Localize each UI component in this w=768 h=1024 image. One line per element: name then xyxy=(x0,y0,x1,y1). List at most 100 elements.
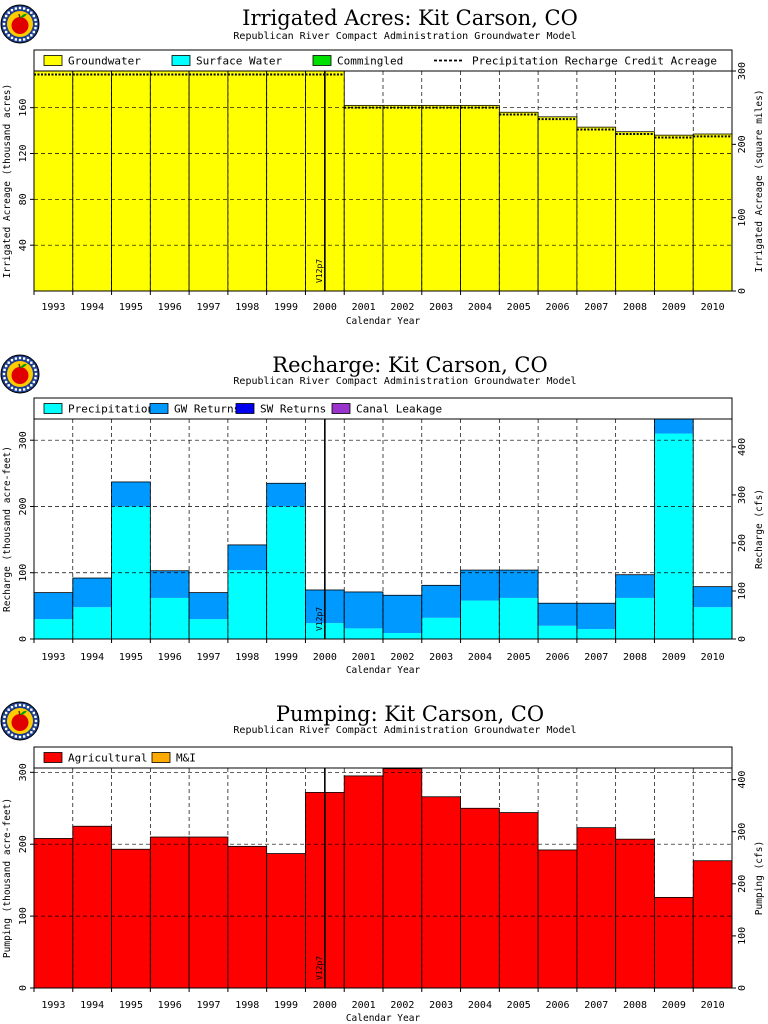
bar-1993-1 xyxy=(34,619,73,639)
logo-leaf xyxy=(20,13,27,18)
ytick-label: 120 xyxy=(18,144,29,162)
legend-label-2: Surface Water xyxy=(196,55,282,68)
xtick-label-2006: 2006 xyxy=(545,302,569,313)
logo-ring-dot xyxy=(30,34,33,37)
ytick-label: 0 xyxy=(18,985,29,991)
logo-ring-dot xyxy=(4,14,8,18)
bar-2004-1 xyxy=(460,808,500,988)
logo-ring-dot xyxy=(10,733,14,737)
xtick-label-1993: 1993 xyxy=(41,1000,65,1011)
logo-ring-dot xyxy=(34,18,37,22)
logo-ring-dot xyxy=(34,26,37,30)
chart-subtitle: Republican River Compact Administration … xyxy=(233,725,576,736)
logo-ring-dot xyxy=(4,364,8,368)
bar-1999-1 xyxy=(266,71,306,291)
bar-2009-1 xyxy=(654,897,694,988)
legend-swatch-1 xyxy=(43,55,63,66)
bar-1997-1 xyxy=(189,71,228,291)
xtick-label-1998: 1998 xyxy=(235,652,259,663)
ytick-right-label: 400 xyxy=(737,771,748,789)
logo-ring-dot xyxy=(26,36,30,40)
legend-label-1: Precipitation xyxy=(68,403,154,416)
bar-1999-1 xyxy=(266,853,306,988)
logo-ring-dot xyxy=(14,704,18,707)
xtick-label-1996: 1996 xyxy=(158,1000,182,1011)
bar-1999-2 xyxy=(266,483,306,507)
xtick-label-2004: 2004 xyxy=(468,1000,492,1011)
bar-2001-1 xyxy=(344,628,383,639)
xtick-label-2002: 2002 xyxy=(390,1000,414,1011)
bar-2009-2 xyxy=(654,419,694,434)
logo-ring-dot xyxy=(14,38,18,41)
bar-2002-2 xyxy=(383,595,422,634)
bar-2010-1 xyxy=(693,860,732,988)
logo-ring-dot xyxy=(3,18,6,22)
logo-ring-dot xyxy=(26,8,30,12)
ytick-label: 300 xyxy=(18,763,29,781)
bar-2003-1 xyxy=(421,796,461,988)
logo-ring-dot xyxy=(34,719,38,723)
xtick-label-1999: 1999 xyxy=(274,1000,298,1011)
logo-apple xyxy=(11,17,29,34)
xtick-label-2009: 2009 xyxy=(662,1000,686,1011)
ytick-label: 200 xyxy=(18,497,29,515)
xtick-label-2000: 2000 xyxy=(313,302,337,313)
logo-ring-dot xyxy=(14,735,18,738)
xtick-label-1993: 1993 xyxy=(41,652,65,663)
logo-ring-dot xyxy=(34,368,37,372)
bar-1996-1 xyxy=(150,597,190,639)
bar-2002-1 xyxy=(383,768,422,988)
logo-ring-dot xyxy=(18,6,22,10)
legend-swatch-1 xyxy=(43,752,63,763)
logo-ring-dot xyxy=(10,358,14,362)
bar-2002-1 xyxy=(383,105,422,291)
logo-ring-dot xyxy=(18,703,22,707)
legend-swatch-2 xyxy=(171,55,191,66)
logo-icon xyxy=(0,354,40,394)
logo-ring-dot xyxy=(18,388,22,392)
bar-2005-2 xyxy=(499,570,539,598)
logo-stem xyxy=(18,710,21,716)
bar-2010-1 xyxy=(693,134,732,291)
bar-2008-2 xyxy=(615,574,655,598)
legend-label-2: M&I xyxy=(176,752,196,765)
xtick-label-2007: 2007 xyxy=(584,652,608,663)
ytick-right-label: 300 xyxy=(737,823,748,841)
bar-1994-1 xyxy=(72,71,112,291)
legend-swatch-3 xyxy=(312,55,332,66)
ytick-right-label: 100 xyxy=(737,927,748,945)
logo-ring-dot xyxy=(4,30,8,34)
logo-leaf xyxy=(20,710,27,715)
logo-ring-dot xyxy=(2,22,6,26)
y-axis-label: Irrigated Acreage (thousand acres) xyxy=(2,84,13,278)
ytick-right-label: 0 xyxy=(737,288,748,294)
legend-label-1: Groundwater xyxy=(68,55,141,68)
ytick-label: 200 xyxy=(18,835,29,853)
bar-2005-1 xyxy=(499,597,539,639)
bar-2002-1 xyxy=(383,633,422,639)
bar-2007-1 xyxy=(576,827,616,988)
logo-apple xyxy=(11,714,29,731)
legend-swatch-1 xyxy=(43,403,63,414)
ytick-right-label: 300 xyxy=(737,62,748,80)
logo-ring-dot xyxy=(10,36,14,40)
logo-ring-dot xyxy=(4,380,8,384)
xtick-label-1997: 1997 xyxy=(196,1000,220,1011)
logo-ring-dot xyxy=(3,715,6,719)
bar-1993-2 xyxy=(34,592,73,620)
bar-1997-2 xyxy=(189,592,228,620)
xtick-label-2010: 2010 xyxy=(701,652,725,663)
bar-2006-1 xyxy=(538,849,577,988)
logo-ring-dot xyxy=(32,380,36,384)
logo-ring-dot xyxy=(30,361,33,364)
logo-ring-dot xyxy=(22,388,26,391)
bar-1996-1 xyxy=(150,837,190,988)
logo-ring-dot xyxy=(22,704,26,707)
ytick-label: 160 xyxy=(18,99,29,117)
bar-1994-1 xyxy=(72,607,112,639)
chart-title: Pumping: Kit Carson, CO xyxy=(276,702,544,726)
bar-2009-1 xyxy=(654,135,694,291)
logo-ring-dot xyxy=(7,34,10,37)
